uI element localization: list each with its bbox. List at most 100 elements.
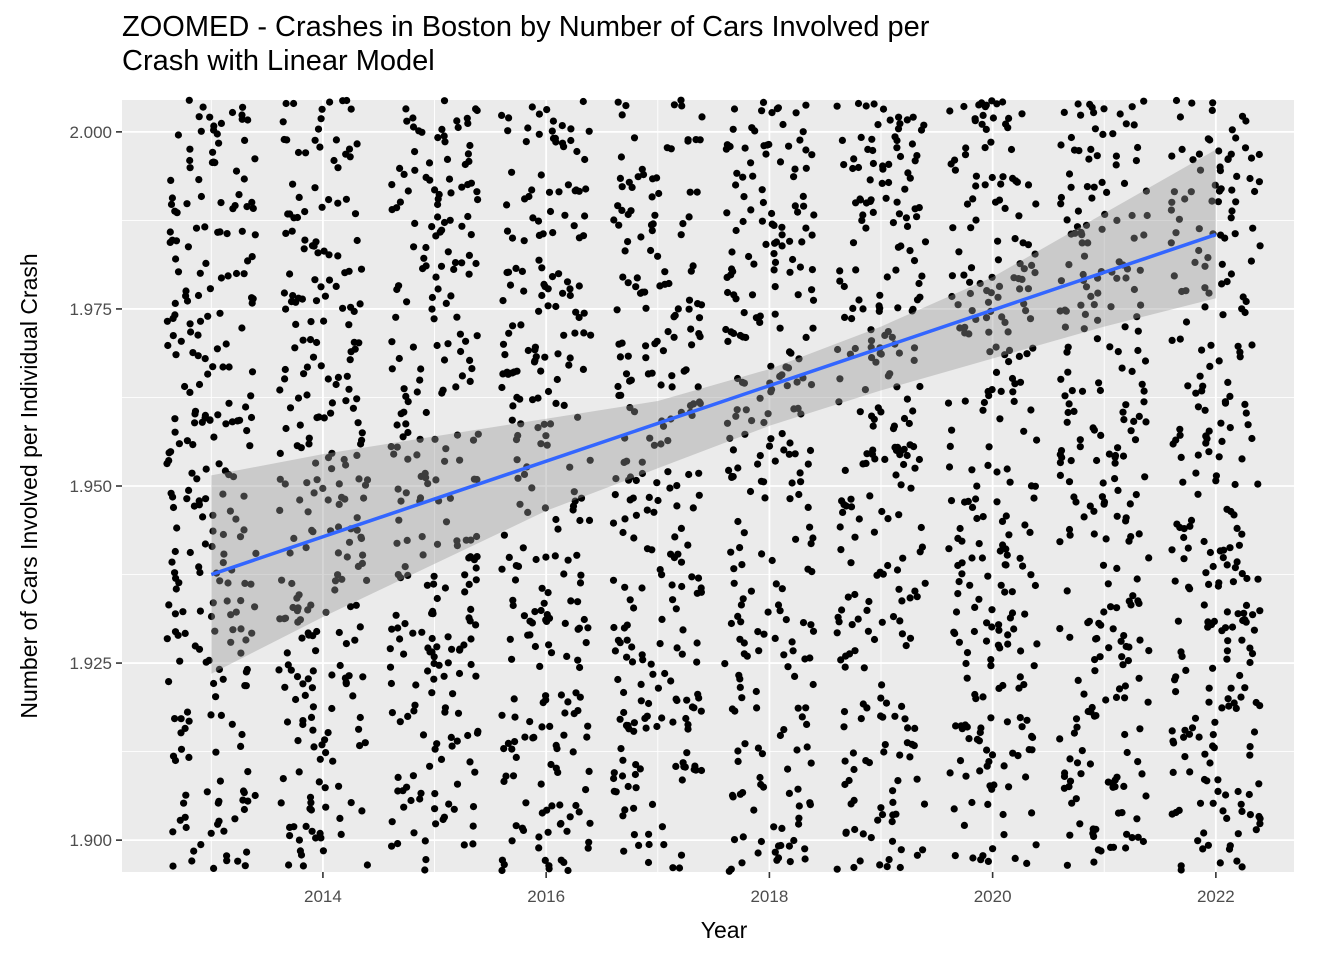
data-point [242,403,250,411]
data-point [520,237,528,245]
data-point [629,494,637,502]
data-point [1184,544,1192,552]
data-point [841,313,849,321]
data-point [661,268,669,276]
data-point [469,840,477,848]
data-point [740,193,748,201]
data-point [630,534,638,542]
data-point [968,466,976,474]
data-point [1080,325,1088,333]
data-point [276,475,284,483]
data-point [627,207,635,215]
data-point [847,800,855,808]
data-point [535,231,544,239]
data-point [735,671,743,679]
data-point [993,498,1001,506]
data-point [966,581,974,589]
data-point [1100,608,1108,616]
data-point [1238,636,1246,644]
data-point [669,596,677,604]
data-point [878,811,887,819]
data-point [172,585,180,593]
data-point [851,825,859,834]
data-point [1219,311,1227,319]
data-point [1227,270,1235,278]
data-point [1126,500,1134,508]
data-point [394,787,402,795]
data-point [1084,707,1092,716]
data-point [694,300,702,308]
data-point [328,465,336,473]
data-point [442,445,450,453]
data-point [313,338,321,347]
data-point [1136,266,1144,274]
data-point [1122,642,1130,651]
data-point [334,199,342,207]
data-point [729,267,737,276]
data-point [1123,748,1131,757]
data-point [456,646,464,654]
data-point [502,772,510,780]
data-point [693,639,701,647]
data-point [1095,379,1103,387]
data-point [1120,416,1128,424]
data-point [357,534,366,543]
data-point [878,681,886,689]
data-point [509,402,517,410]
data-point [544,828,552,836]
data-point [409,629,417,637]
data-point [874,121,882,129]
data-point [431,186,439,194]
data-point [522,138,530,146]
data-point [1218,437,1226,445]
data-point [1122,401,1130,409]
data-point [1242,618,1250,626]
data-point [563,278,572,286]
data-point [352,601,360,609]
data-point [1080,513,1088,521]
data-point [654,496,662,505]
data-point [1145,647,1153,655]
data-point [561,709,569,717]
data-point [322,803,330,811]
data-point [648,193,656,201]
data-point [228,720,236,728]
data-point [729,125,737,133]
data-point [575,313,583,322]
data-point [363,476,372,484]
data-point [1106,343,1114,351]
data-point [1028,809,1036,817]
data-point [1076,443,1084,451]
data-point [1072,715,1081,723]
data-point [839,508,847,516]
data-point [678,650,686,658]
data-point [332,136,340,144]
data-point [498,383,506,392]
data-point [632,784,640,792]
data-point [586,456,594,464]
data-point [182,823,190,832]
data-point [956,524,964,533]
data-point [916,382,924,391]
data-point [864,627,873,635]
data-point [1256,814,1264,823]
data-point [972,695,980,703]
data-point [401,563,409,571]
data-point [581,212,589,220]
data-point [1116,110,1124,118]
data-point [635,841,643,850]
data-point [279,118,287,126]
data-point [649,175,657,183]
data-point [732,412,740,420]
data-point [386,663,395,671]
data-point [537,440,545,448]
data-point [1207,341,1215,349]
data-point [786,858,794,866]
data-point [670,333,678,341]
data-point [346,153,354,161]
data-point [464,212,472,221]
data-point [298,634,306,642]
data-point [1200,601,1208,609]
data-point [660,841,668,849]
data-point [870,528,879,536]
